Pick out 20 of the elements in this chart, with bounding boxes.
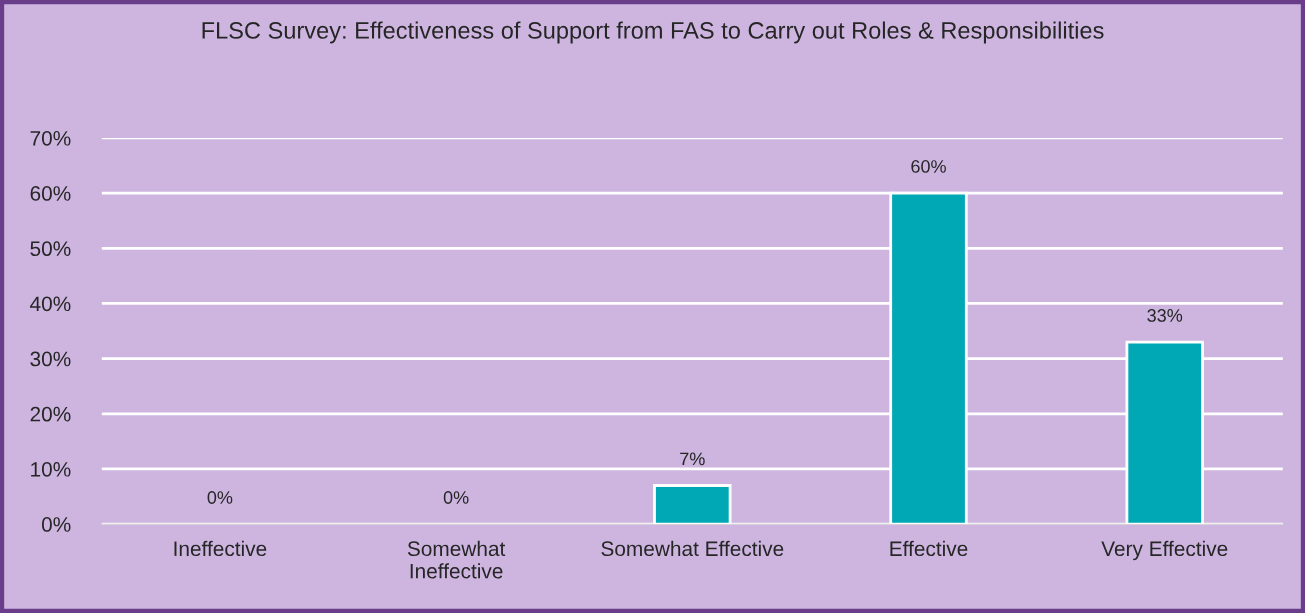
y-tick-label: 70%: [30, 130, 71, 146]
x-tick-label: Effective: [890, 540, 968, 557]
bar: [653, 484, 732, 525]
y-tick-label: 30%: [30, 351, 71, 367]
y-tick-label: 10%: [31, 461, 71, 477]
x-tick-label: Ineffective: [174, 540, 267, 557]
y-tick-label: 40%: [30, 296, 71, 312]
data-label: 60%: [911, 160, 946, 173]
x-tick-label: Somewhat Ineffective: [407, 540, 506, 579]
y-tick-label: 60%: [30, 186, 71, 201]
x-tick-label: Somewhat Effective: [601, 540, 784, 557]
data-label: 33%: [1147, 309, 1183, 322]
data-label: 0%: [207, 491, 233, 504]
data-label: 0%: [443, 491, 469, 504]
data-label: 7%: [680, 452, 705, 466]
y-tick-label: 50%: [30, 241, 71, 257]
x-tick-label: Very Effective: [1101, 540, 1228, 561]
y-tick-label: 0%: [41, 517, 71, 532]
y-tick-label: 20%: [30, 406, 71, 422]
chart-title: FLSC Survey: Effectiveness of Support from FAS to Carry out Roles & Responsibilities: [202, 21, 1104, 44]
